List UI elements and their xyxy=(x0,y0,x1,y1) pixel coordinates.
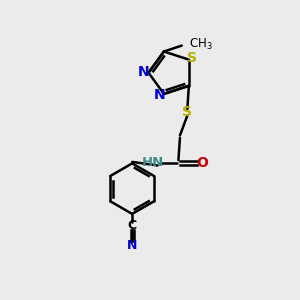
Text: HN: HN xyxy=(142,156,164,169)
Text: S: S xyxy=(188,51,197,65)
Text: O: O xyxy=(196,156,208,170)
Text: N: N xyxy=(154,88,165,102)
Text: S: S xyxy=(182,105,192,119)
Text: N: N xyxy=(127,238,137,252)
Text: N: N xyxy=(138,65,150,79)
Text: CH$_3$: CH$_3$ xyxy=(189,37,213,52)
Text: C: C xyxy=(128,219,137,232)
